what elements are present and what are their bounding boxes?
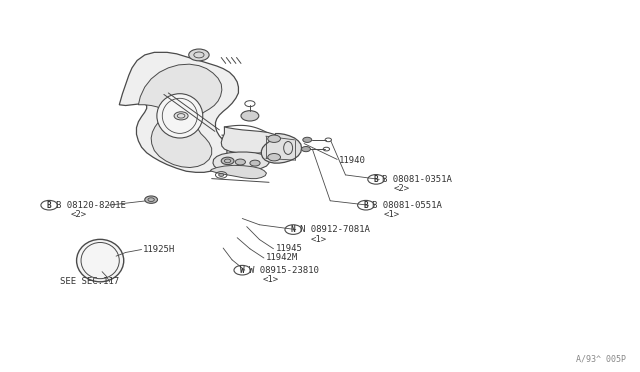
Text: <2>: <2> — [394, 185, 410, 193]
Circle shape — [145, 196, 157, 203]
Text: <1>: <1> — [384, 210, 400, 219]
Text: N 08912-7081A: N 08912-7081A — [300, 225, 369, 234]
Text: <2>: <2> — [70, 210, 86, 219]
Text: SEE SEC.117: SEE SEC.117 — [60, 278, 119, 286]
Circle shape — [303, 137, 312, 142]
Polygon shape — [261, 134, 301, 163]
Circle shape — [301, 147, 310, 152]
Circle shape — [219, 173, 224, 176]
Polygon shape — [221, 127, 282, 154]
Text: N: N — [291, 225, 296, 234]
Circle shape — [189, 49, 209, 61]
Polygon shape — [119, 52, 239, 172]
Text: <1>: <1> — [262, 275, 279, 284]
Ellipse shape — [77, 239, 124, 282]
Polygon shape — [211, 165, 266, 179]
Circle shape — [236, 159, 246, 165]
Text: B 08081-0351A: B 08081-0351A — [383, 175, 452, 184]
Text: B 08120-8201E: B 08120-8201E — [56, 201, 125, 210]
Circle shape — [268, 154, 280, 161]
Circle shape — [250, 160, 260, 166]
Text: B 08081-0551A: B 08081-0551A — [372, 201, 442, 210]
Circle shape — [268, 135, 280, 142]
Text: B: B — [374, 175, 378, 184]
Text: 11945: 11945 — [275, 244, 302, 253]
Polygon shape — [138, 64, 222, 167]
Circle shape — [221, 157, 234, 164]
Polygon shape — [213, 152, 269, 170]
Circle shape — [241, 111, 259, 121]
Text: 11940: 11940 — [339, 155, 366, 165]
Text: <1>: <1> — [310, 235, 326, 244]
Ellipse shape — [157, 94, 203, 138]
Text: B: B — [364, 201, 368, 210]
Text: W 08915-23810: W 08915-23810 — [248, 266, 319, 275]
Text: B: B — [47, 201, 51, 210]
Text: W: W — [240, 266, 244, 275]
Text: 11925H: 11925H — [143, 245, 175, 254]
Text: 11942M: 11942M — [266, 253, 298, 263]
Ellipse shape — [174, 112, 188, 120]
Text: A/93^ 005P: A/93^ 005P — [576, 354, 626, 363]
